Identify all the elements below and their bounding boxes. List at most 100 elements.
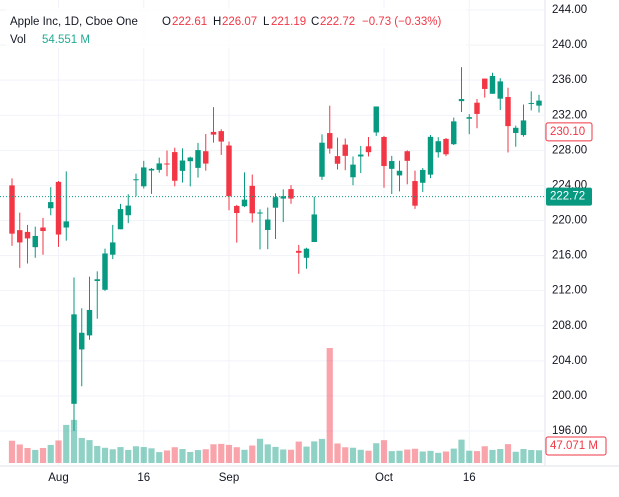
- candle-body: [381, 137, 387, 167]
- y-tick-label: 212.00: [552, 285, 587, 297]
- close: 222.72: [320, 16, 355, 28]
- volume-bar: [148, 448, 155, 463]
- candle-body: [125, 205, 131, 216]
- candle-body: [389, 161, 395, 169]
- x-tick-label: 16: [463, 472, 476, 484]
- volume-bar: [473, 451, 481, 463]
- open: 222.61: [172, 16, 207, 28]
- volume-bar: [272, 446, 279, 463]
- volume-bar: [365, 450, 372, 463]
- volume-bar: [171, 447, 178, 463]
- candle-body: [148, 168, 155, 171]
- candle-body: [210, 131, 217, 135]
- candle-body: [218, 131, 224, 142]
- volume-bar: [63, 424, 70, 463]
- candle-body: [466, 117, 472, 119]
- low-key: L: [263, 16, 270, 28]
- candle-body: [94, 279, 100, 282]
- volume-bar: [404, 449, 411, 463]
- vol: 54.551 M: [42, 34, 90, 46]
- axes: 196.00 200.00 204.00 208.00 212.00 216.00 220.…: [0, 4, 607, 484]
- candle-body: [32, 235, 38, 248]
- volume-bar: [497, 448, 504, 463]
- volume-bar: [380, 440, 388, 463]
- volume-bar: [125, 449, 132, 463]
- volume-bar: [117, 447, 124, 463]
- candle-body: [451, 121, 457, 145]
- y-tick-label: 204.00: [552, 355, 587, 367]
- candle-body: [334, 156, 341, 164]
- x-tick-label: Aug: [48, 472, 68, 484]
- volume-bar: [256, 438, 264, 463]
- volume-bar: [427, 450, 434, 463]
- candle-body: [195, 150, 201, 168]
- candle-body: [373, 106, 379, 133]
- volume-bar: [504, 444, 512, 463]
- candle-body: [528, 102, 534, 104]
- header-bg: [6, 8, 466, 48]
- x-tick-label: Oct: [375, 472, 394, 484]
- candle-body: [187, 157, 193, 162]
- volume-bar: [210, 444, 217, 463]
- volume-bar: [528, 449, 535, 463]
- volume-bar: [163, 450, 171, 463]
- volume-bar: [218, 443, 225, 463]
- y-tick-label: 196.00: [552, 425, 587, 437]
- y-tick-label: 244.00: [552, 4, 587, 16]
- candle-body: [412, 181, 418, 206]
- volume-bar: [357, 449, 364, 463]
- volume-bar: [132, 446, 140, 463]
- candle-body: [342, 144, 348, 156]
- y-tick-label: 220.00: [552, 215, 587, 227]
- volume: [8, 348, 543, 463]
- volume-bar: [39, 447, 47, 463]
- volume-bar: [342, 447, 349, 463]
- candle-body: [272, 197, 279, 208]
- volume-bar: [458, 439, 465, 463]
- y-tick-label: 236.00: [552, 74, 587, 86]
- volume-bar: [481, 446, 488, 463]
- candle-body: [48, 202, 54, 209]
- candle-body: [179, 160, 186, 171]
- y-tick-label: 216.00: [552, 250, 587, 262]
- x-tick-label: Sep: [219, 472, 239, 484]
- candle-body: [420, 169, 426, 183]
- candle-body: [79, 332, 85, 350]
- close-key: C: [311, 16, 319, 28]
- low: 221.19: [271, 16, 306, 28]
- volume-bar: [225, 444, 233, 463]
- volume-bar: [512, 451, 519, 463]
- candle-body: [497, 81, 503, 99]
- volume-bar: [8, 440, 16, 463]
- candle-body: [427, 136, 434, 175]
- volume-bar: [233, 447, 240, 463]
- candle-body: [241, 199, 248, 207]
- y-tick-label: 232.00: [552, 109, 587, 121]
- candle-body: [311, 214, 317, 242]
- candle-body: [520, 120, 527, 136]
- volume-bar: [156, 452, 163, 463]
- candle-body: [296, 250, 302, 253]
- volume-bar: [326, 348, 333, 463]
- last-price-box: [546, 187, 592, 206]
- candle-body: [117, 209, 124, 230]
- volume-bar: [101, 447, 109, 463]
- candle-body: [396, 170, 403, 176]
- volume-bar: [109, 449, 116, 463]
- volume-bar: [388, 451, 395, 463]
- high: 226.07: [222, 16, 257, 28]
- candle-body: [24, 231, 31, 239]
- candle-body: [249, 185, 255, 214]
- volume-bar: [535, 450, 543, 463]
- volume-bar: [16, 444, 23, 463]
- candle-body: [40, 227, 46, 232]
- high-key: H: [213, 16, 221, 28]
- candle-body: [435, 141, 441, 153]
- x-tick-label: 16: [137, 472, 150, 484]
- header: Apple Inc, 1D, Cboe One O 222.61 H 226.0…: [6, 8, 466, 48]
- volume-bar: [241, 449, 248, 463]
- volume-bar: [78, 437, 85, 463]
- candle-body: [288, 189, 294, 199]
